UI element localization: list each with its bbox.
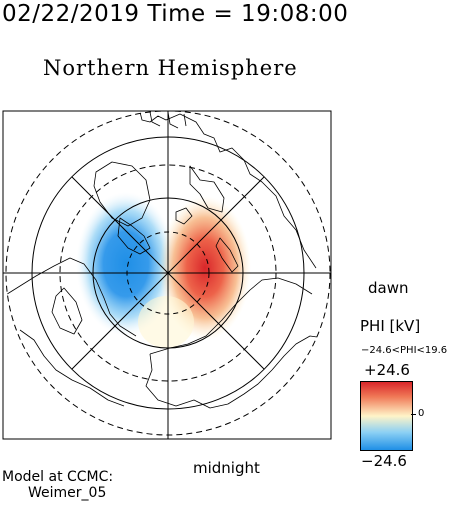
coast-scandinavia: [189, 165, 225, 213]
model-credit-line-1: Model at CCMC:: [2, 469, 114, 485]
legend-range: −24.6<PHI<19.6: [361, 345, 448, 356]
hemisphere-title: Northern Hemisphere: [43, 56, 298, 80]
dawn-label: dawn: [368, 279, 409, 297]
coast-greenland: [93, 161, 151, 227]
coast-siberia: [149, 277, 313, 355]
potential-cells: [76, 192, 251, 348]
colorbar-zero-tick: [411, 414, 416, 415]
coastlines: [6, 111, 325, 409]
colorbar-zero-label: 0: [418, 408, 425, 419]
legend-title: PHI [kV]: [360, 317, 421, 335]
coast-novaya-zemlya: [215, 237, 239, 273]
coast-asia: [271, 335, 325, 371]
model-credit-line-2: Weimer_05: [28, 485, 107, 501]
coast-islands-north: [149, 111, 187, 129]
negative-cell: [76, 192, 176, 336]
coast-alaska: [19, 329, 125, 407]
meridians: [3, 111, 331, 439]
meridian-diagonal-2: [71, 176, 265, 370]
coast-arctic-islands: [117, 217, 151, 255]
colorbar: [360, 381, 413, 451]
polar-map: [2, 110, 332, 440]
coast-hudson-bay: [51, 287, 83, 335]
colorbar-max-label: +24.6: [364, 361, 410, 379]
coast-svalbard: [175, 207, 193, 225]
coast-canada: [6, 257, 137, 337]
transition-band: [138, 296, 194, 348]
midnight-label: midnight: [193, 459, 260, 477]
timestamp: 02/22/2019 Time = 19:08:00: [2, 1, 349, 27]
colorbar-min-label: −24.6: [361, 452, 407, 470]
coast-east-siberia: [145, 353, 273, 409]
coast-europe: [139, 111, 317, 269]
